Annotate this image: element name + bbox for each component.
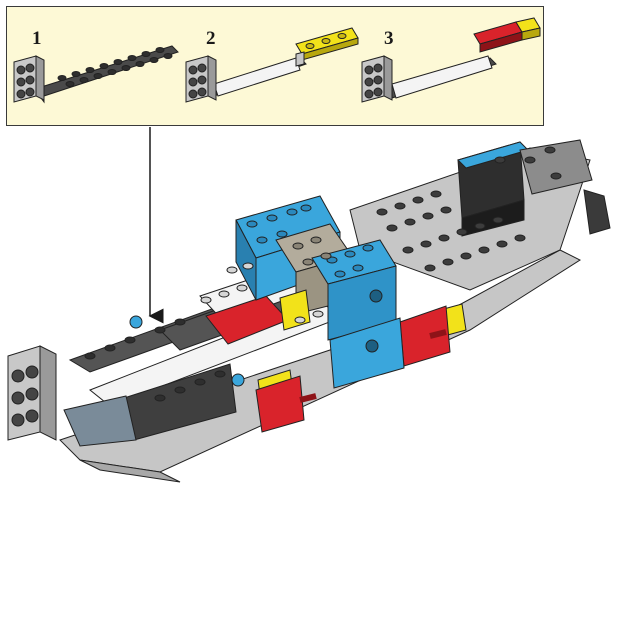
step-number-2: 2 bbox=[206, 28, 216, 49]
spaceship-model bbox=[7, 139, 611, 483]
step-1-part bbox=[13, 45, 179, 104]
step-2-part bbox=[185, 27, 359, 103]
step-number-1: 1 bbox=[32, 28, 42, 49]
step-number-3: 3 bbox=[384, 28, 394, 49]
step-3-part bbox=[361, 17, 541, 103]
